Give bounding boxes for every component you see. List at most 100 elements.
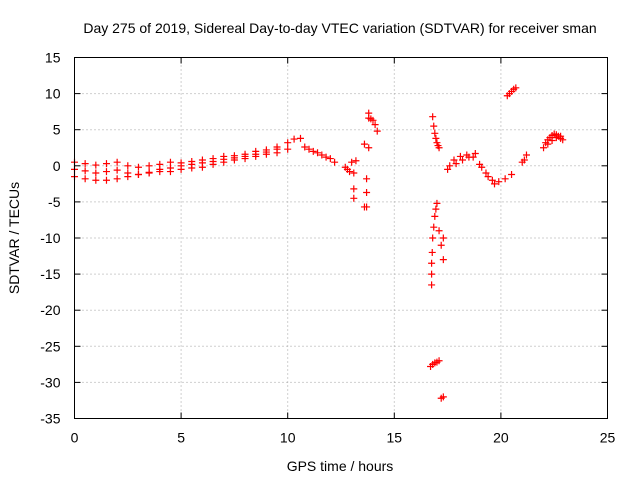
data-point	[309, 147, 317, 155]
y-axis-label: SDTVAR / TECUs	[6, 182, 22, 294]
x-tick-label: 15	[387, 430, 403, 446]
data-point	[540, 144, 548, 152]
series-arc-18-20-lower	[446, 150, 499, 188]
data-point	[113, 175, 121, 183]
data-point	[262, 148, 270, 156]
y-tick-label: -10	[40, 230, 60, 246]
series-segment-13-14	[360, 109, 381, 211]
data-point	[482, 169, 490, 177]
data-point	[432, 205, 440, 213]
data-point	[512, 84, 520, 92]
data-point	[495, 178, 503, 186]
data-point	[501, 175, 509, 183]
data-point	[456, 152, 464, 160]
data-point	[371, 121, 379, 129]
data-point	[331, 158, 339, 166]
data-point	[113, 158, 121, 166]
data-point	[134, 163, 142, 171]
data-point	[81, 167, 89, 175]
data-point	[220, 155, 228, 163]
y-tick-label: -30	[40, 374, 60, 390]
ticks-layer	[74, 57, 608, 419]
series-drop-16-17	[428, 113, 447, 289]
data-point	[363, 203, 371, 211]
points-layer	[71, 84, 567, 402]
data-point	[428, 270, 436, 278]
series-band-mid	[71, 145, 281, 178]
data-point	[92, 169, 100, 177]
plot-frame	[74, 57, 608, 419]
series-segment-22-23	[540, 130, 567, 152]
data-point	[433, 199, 441, 207]
data-point	[318, 151, 326, 159]
data-point	[544, 140, 552, 148]
data-point	[92, 161, 100, 169]
data-point	[124, 162, 132, 170]
data-point	[459, 156, 467, 164]
data-point	[241, 152, 249, 160]
data-point	[439, 234, 447, 242]
data-point	[145, 168, 153, 176]
data-point	[450, 156, 458, 164]
data-point	[478, 163, 486, 171]
data-point	[520, 156, 528, 164]
data-point	[435, 357, 443, 365]
data-point	[102, 160, 110, 168]
data-point	[508, 170, 516, 178]
data-point	[435, 227, 443, 235]
data-point	[430, 122, 438, 130]
data-point	[305, 145, 313, 153]
x-tick-labels: 0 5 10 15 20 25	[71, 430, 616, 446]
data-point	[484, 173, 492, 181]
data-point	[145, 162, 153, 170]
data-point	[437, 241, 445, 249]
data-point	[326, 155, 334, 163]
data-point	[188, 160, 196, 168]
data-point	[452, 160, 460, 168]
data-point	[314, 149, 322, 157]
data-point	[373, 127, 381, 135]
data-point	[471, 150, 479, 158]
data-point	[431, 212, 439, 220]
y-tick-label: -20	[40, 302, 60, 318]
y-tick-label: 0	[53, 158, 61, 174]
data-point	[81, 160, 89, 168]
data-point	[290, 135, 298, 143]
data-point	[124, 169, 132, 177]
y-tick-label: 5	[53, 122, 61, 138]
data-point	[273, 145, 281, 153]
y-tick-labels: -35 -30 -25 -20 -15 -10 -5 0 5 10 15	[40, 50, 60, 427]
data-point	[444, 165, 452, 173]
y-tick-label: 10	[45, 86, 61, 102]
data-point	[429, 113, 437, 121]
data-point	[92, 176, 100, 184]
data-point	[322, 153, 330, 161]
data-point	[360, 140, 368, 148]
data-point	[557, 132, 565, 140]
data-point	[365, 144, 373, 152]
data-point	[166, 164, 174, 172]
series-segment-20-21	[503, 84, 530, 166]
data-point	[431, 129, 439, 137]
data-point	[301, 143, 309, 151]
x-tick-label: 25	[600, 430, 616, 446]
data-point	[230, 154, 238, 162]
x-tick-label: 20	[493, 430, 509, 446]
data-point	[559, 136, 567, 144]
y-tick-label: -15	[40, 266, 60, 282]
chart-title: Day 275 of 2019, Sidereal Day-to-day VTE…	[83, 20, 596, 36]
data-point	[350, 185, 358, 193]
x-tick-label: 5	[177, 430, 185, 446]
data-point	[284, 139, 292, 147]
data-point	[446, 162, 454, 170]
data-point	[363, 189, 371, 197]
data-point	[352, 157, 360, 165]
data-point	[102, 168, 110, 176]
data-point	[522, 151, 530, 159]
data-point	[552, 134, 560, 142]
data-point	[439, 256, 447, 264]
data-point	[252, 150, 260, 158]
data-point	[81, 175, 89, 183]
